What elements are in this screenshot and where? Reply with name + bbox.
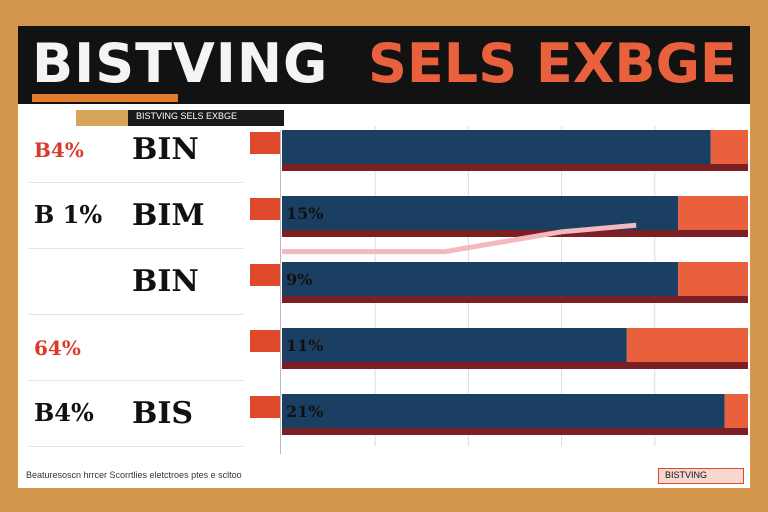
bar-secondary-1 [710,130,748,164]
row-label-2: B 1% BIM [28,192,244,249]
bar-shadow-4 [282,362,748,369]
legend-label: BISTVING [665,470,708,480]
bar-data-label-3: 9% [286,270,312,289]
row-label-3: BIN [28,258,244,315]
chart-title-word-2: EXBGE [535,32,737,95]
row-tag-column [250,130,281,454]
legend: BISTVING [658,468,744,484]
bar-secondary-3 [678,262,748,296]
chart-subtitle: BISTVING SELS EXBGE [76,110,284,126]
bar-primary-4 [282,328,627,362]
chart-frame: BISTVING SELS EXBGE BISTVING SELS EXBGE … [18,26,750,488]
chart-title-right: SELS EXBGE [368,34,737,94]
bar-secondary-4 [626,328,748,362]
chart-footer: Beaturesoscn hrrcer Scorrtlies eletctroe… [26,466,742,484]
row-percent-label: 64% [34,336,81,360]
chart-title-left: BISTVING [32,32,329,95]
row-code-label: BIN [132,132,199,167]
bar-shadow-5 [282,428,748,435]
bar-shadow-2 [282,230,748,237]
bar-shadow-3 [282,296,748,303]
row-percent-label: B4% [34,138,84,162]
row-tag-4 [250,330,280,352]
subtitle-text: BISTVING SELS EXBGE [136,111,238,121]
row-tag-2 [250,198,280,220]
row-labels: B4% BIN B 1% BIM BIN 64% B4% BIS [18,126,246,456]
chart-title-word-1: SELS [368,32,518,95]
bar-secondary-5 [724,394,748,428]
row-code-label: BIM [132,198,205,233]
bar-data-label-4: 11% [286,336,323,355]
row-code-label: BIS [132,396,194,431]
chart-header: BISTVING SELS EXBGE [18,26,750,104]
row-tag-5 [250,396,280,418]
bar-plot: 15% 9% 11% 21% [282,126,748,456]
bar-data-label-5: 21% [286,402,323,421]
row-label-1: B4% BIN [28,126,244,183]
header-accent-bar [32,94,178,102]
row-percent-label: B 1% [34,200,103,229]
bar-plot-svg: 15% 9% 11% 21% [282,126,748,446]
row-label-4: 64% [28,324,244,381]
row-code-label: BIN [132,264,199,299]
row-tag-1 [250,132,280,154]
bar-data-label-2: 15% [286,204,323,223]
bar-primary-3 [282,262,679,296]
trend-line [282,222,637,255]
row-tag-3 [250,264,280,286]
subtitle-accent [76,110,128,126]
row-label-5: B4% BIS [28,390,244,447]
bar-primary-5 [282,394,725,428]
bar-secondary-2 [678,196,748,230]
chart-source: Beaturesoscn hrrcer Scorrtlies eletctroe… [26,470,242,480]
bar-shadow-1 [282,164,748,171]
bar-primary-2 [282,196,679,230]
bar-primary-1 [282,130,711,164]
row-percent-label: B4% [34,398,94,427]
